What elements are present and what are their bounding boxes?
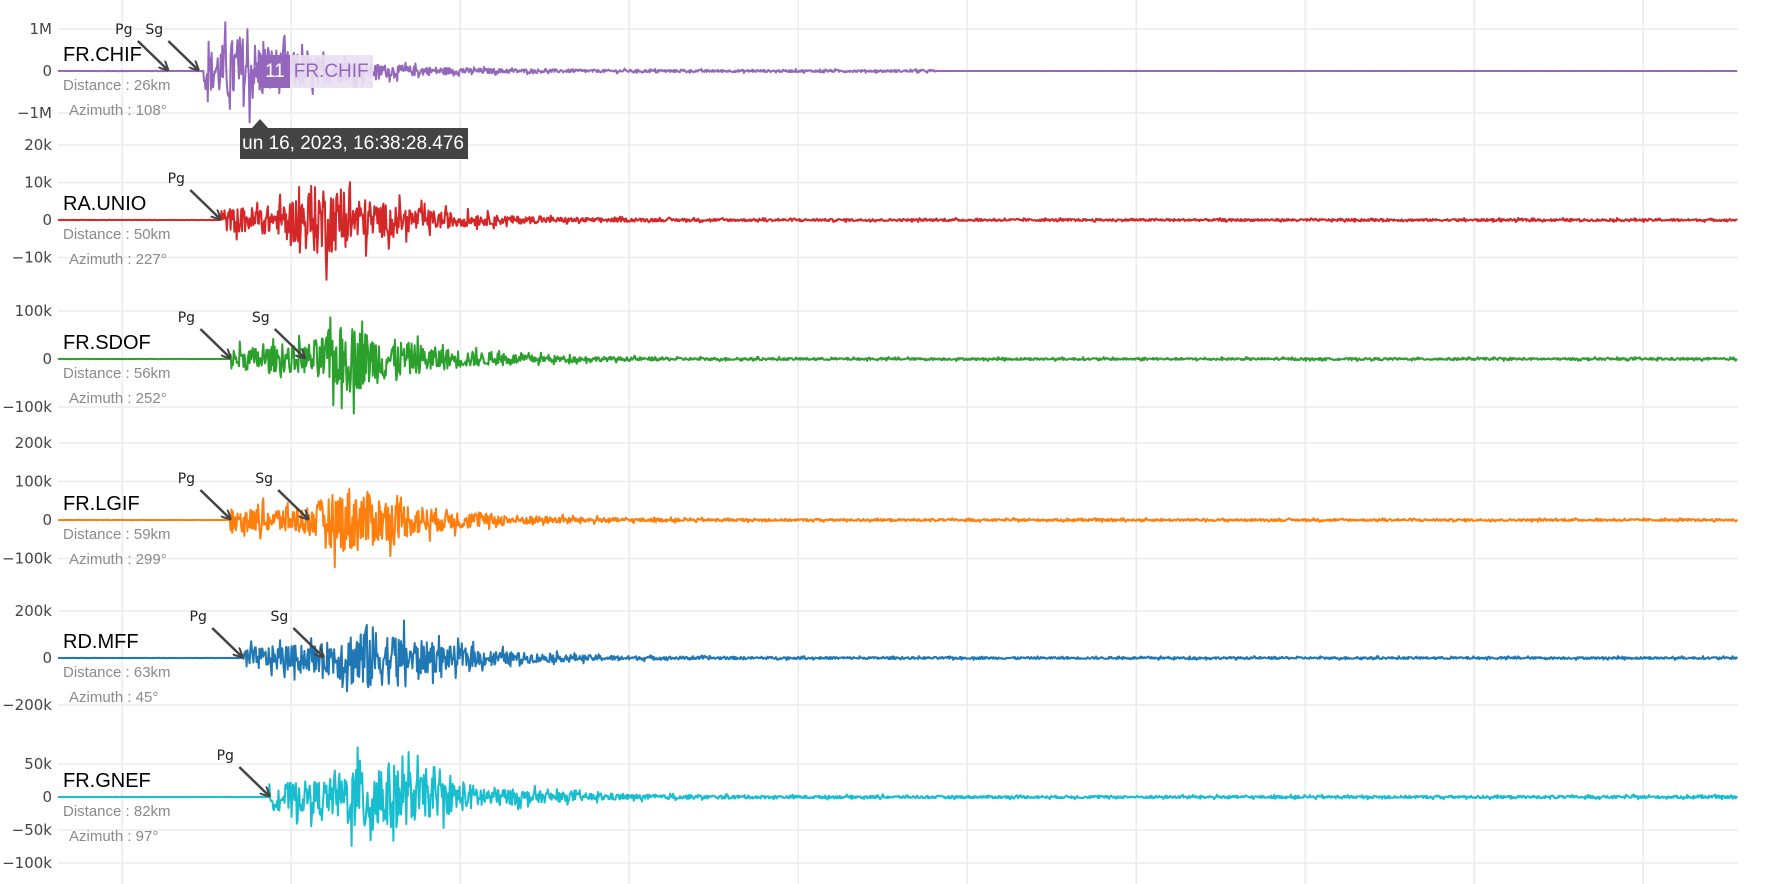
- station-distance: Distance : 50km: [63, 226, 171, 243]
- phase-arrow: [199, 489, 230, 519]
- y-tick-label: −50k: [12, 821, 53, 839]
- y-tick-label: −100k: [2, 854, 52, 872]
- y-tick-label: 0: [42, 211, 52, 229]
- y-tick-label: 0: [42, 788, 52, 806]
- y-tick-label: −10k: [12, 249, 53, 267]
- trace-panel-fr-sdof: 100k 0 −100k Pg Sg FR.SDOF Distance : 56km Azim…: [2, 302, 1738, 416]
- hover-pointer: [250, 62, 260, 81]
- y-tick-label: 0: [42, 62, 52, 80]
- y-tick-label: −100k: [2, 398, 52, 416]
- station-distance: Distance : 82km: [63, 803, 171, 820]
- hover-station-name: FR.CHIF: [289, 55, 373, 88]
- phase-label-sg: Sg: [252, 310, 270, 326]
- phase-label-sg: Sg: [270, 609, 288, 625]
- phase-label-pg: Pg: [168, 171, 185, 187]
- y-tick-label: 50k: [24, 755, 52, 773]
- trace-panel-ra-unio: 20k 10k 0 −10k Pg RA.UNIO Distance : 50km Azimu…: [12, 136, 1738, 281]
- waveform-trace[interactable]: [57, 181, 1738, 281]
- y-tick-label: 0: [42, 649, 52, 667]
- station-azimuth: Azimuth : 227°: [69, 251, 167, 268]
- station-name: FR.LGIF: [63, 493, 140, 515]
- station-azimuth: Azimuth : 97°: [69, 828, 158, 845]
- y-tick-label: 10k: [24, 174, 52, 192]
- phase-label-sg: Sg: [145, 22, 163, 38]
- station-azimuth: Azimuth : 252°: [69, 390, 167, 407]
- station-name: RD.MFF: [63, 631, 139, 653]
- station-azimuth: Azimuth : 299°: [69, 551, 167, 568]
- station-name: FR.CHIF: [63, 44, 142, 66]
- station-name: RA.UNIO: [63, 193, 146, 215]
- time-hover-tooltip: un 16, 2023, 16:38:28.476: [240, 128, 468, 159]
- y-tick-label: 0: [42, 350, 52, 368]
- phase-label-pg: Pg: [190, 609, 207, 625]
- phase-arrow: [199, 328, 230, 358]
- trace-panel-rd-mff: 200k 0 −200k Pg Sg RD.MFF Distance : 63km Azimu…: [2, 602, 1739, 714]
- waveform-trace[interactable]: [57, 619, 1739, 693]
- station-name: FR.GNEF: [63, 770, 151, 792]
- y-tick-label: 100k: [15, 473, 53, 491]
- waveform-trace[interactable]: [57, 746, 1738, 847]
- phase-label-pg: Pg: [217, 748, 234, 764]
- phase-label-pg: Pg: [178, 471, 195, 487]
- station-distance: Distance : 56km: [63, 365, 171, 382]
- trace-panel-fr-lgif: 200k 100k 0 −100k Pg Sg FR.LGIF Distance : 59km…: [2, 434, 1739, 569]
- phase-label-pg: Pg: [178, 310, 195, 326]
- waveform-trace[interactable]: [57, 316, 1738, 415]
- station-name: FR.SDOF: [63, 332, 151, 354]
- phase-arrow: [292, 627, 323, 657]
- y-tick-label: 200k: [15, 434, 53, 452]
- phase-arrow: [273, 328, 305, 358]
- y-tick-label: −1M: [17, 104, 52, 122]
- y-tick-label: −100k: [2, 550, 52, 568]
- phase-label-pg: Pg: [115, 22, 132, 38]
- tooltip-arrow: [252, 119, 268, 128]
- waveform-trace[interactable]: [57, 488, 1739, 569]
- station-azimuth: Azimuth : 45°: [69, 689, 158, 706]
- phase-label-sg: Sg: [255, 471, 273, 487]
- phase-arrow: [277, 489, 308, 519]
- trace-hover-label: 11 FR.CHIF: [250, 55, 373, 88]
- trace-panel-fr-gnef: 50k 0 −50k −100k Pg FR.GNEF Distance : 82km Azi…: [2, 746, 1738, 872]
- y-tick-label: 100k: [15, 302, 53, 320]
- phase-arrow: [211, 627, 242, 657]
- y-tick-label: 20k: [24, 136, 52, 154]
- phase-arrow: [136, 40, 168, 70]
- y-tick-label: 200k: [15, 602, 53, 620]
- y-tick-label: 1M: [30, 20, 53, 38]
- phase-arrow: [238, 766, 269, 796]
- station-distance: Distance : 59km: [63, 526, 171, 543]
- y-tick-label: 0: [42, 511, 52, 529]
- station-distance: Distance : 26km: [63, 77, 171, 94]
- phase-arrow: [167, 40, 198, 70]
- station-azimuth: Azimuth : 108°: [69, 102, 167, 119]
- phase-arrow: [189, 189, 220, 219]
- hover-count-badge: 11: [260, 55, 290, 88]
- y-tick-label: −200k: [2, 696, 52, 714]
- station-distance: Distance : 63km: [63, 664, 171, 681]
